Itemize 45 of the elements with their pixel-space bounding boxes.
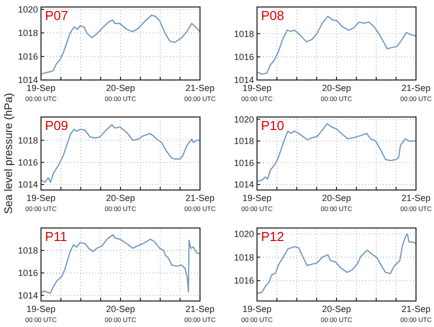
- x-tick-label: 19-Sep 00:00 UTC: [25, 193, 58, 213]
- y-tick-label: 1018: [18, 246, 38, 256]
- y-tick-label: 1016: [234, 52, 254, 62]
- y-tick-label: 1018: [18, 28, 38, 38]
- x-tick-label: 20-Sep 00:00 UTC: [320, 304, 353, 324]
- chart-title: P08: [261, 8, 284, 23]
- y-tick-label: 1020: [18, 4, 38, 15]
- x-tick-label: 21-Sep 00:00 UTC: [400, 83, 432, 103]
- x-tick-label: 19-Sep 00:00 UTC: [25, 83, 58, 103]
- x-tick-label: 20-Sep 00:00 UTC: [104, 83, 137, 103]
- x-tick-label: 21-Sep 00:00 UTC: [400, 304, 432, 324]
- x-tick-label: 21-Sep 00:00 UTC: [184, 83, 216, 103]
- y-tick-label: 1016: [234, 276, 254, 286]
- y-tick-label: 1016: [18, 268, 38, 278]
- x-tick-label: 20-Sep 00:00 UTC: [320, 83, 353, 103]
- y-tick-label: 1016: [18, 158, 38, 168]
- x-tick-label: 20-Sep 00:00 UTC: [104, 193, 137, 213]
- x-tick-label: 20-Sep 00:00 UTC: [104, 304, 137, 324]
- x-tick-label: 21-Sep 00:00 UTC: [400, 193, 432, 213]
- x-tick-label: 21-Sep 00:00 UTC: [184, 304, 216, 324]
- y-tick-label: 1018: [234, 136, 254, 146]
- y-tick-label: 1016: [234, 158, 254, 168]
- y-tick-label: 1014: [234, 75, 254, 86]
- y-tick-label: 1014: [18, 75, 38, 86]
- chart-title: P09: [45, 118, 68, 133]
- x-tick-label: 21-Sep 00:00 UTC: [184, 193, 216, 213]
- x-tick-label: 20-Sep 00:00 UTC: [320, 193, 353, 213]
- y-tick-label: 1020: [234, 228, 254, 239]
- chart-title: P12: [261, 229, 284, 244]
- x-tick-label: 19-Sep 00:00 UTC: [241, 193, 274, 213]
- y-tick-label: 1016: [18, 52, 38, 62]
- y-tick-label: 1014: [234, 180, 254, 190]
- y-tick-label: 1018: [234, 252, 254, 262]
- x-tick-label: 19-Sep 00:00 UTC: [241, 83, 274, 103]
- chart-title: P10: [261, 118, 284, 133]
- y-axis-title: Sea level pressure (hPa): [3, 92, 15, 214]
- x-tick-label: 19-Sep 00:00 UTC: [241, 304, 274, 324]
- chart-title: P07: [45, 8, 68, 23]
- y-tick-label: 1014: [18, 290, 38, 301]
- x-tick-label: 19-Sep 00:00 UTC: [25, 304, 58, 324]
- y-tick-label: 1018: [234, 28, 254, 39]
- y-tick-label: 1018: [18, 135, 38, 146]
- chart-title: P11: [45, 229, 68, 244]
- y-tick-label: 1014: [18, 180, 38, 190]
- y-tick-label: 1020: [234, 114, 254, 124]
